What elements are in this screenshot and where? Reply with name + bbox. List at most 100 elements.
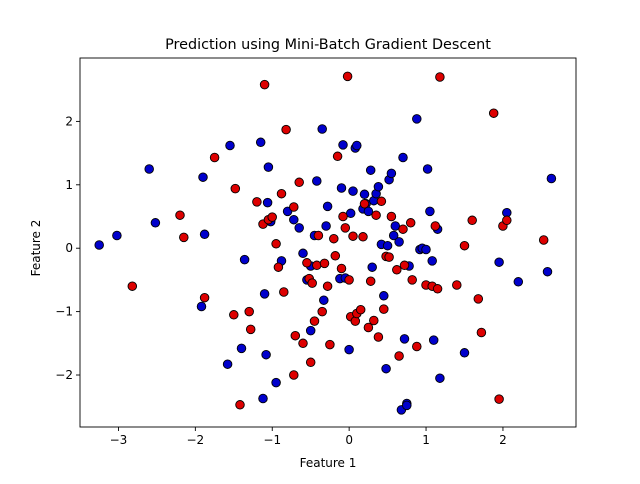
class-1-point [435, 72, 445, 82]
class-1-point [338, 211, 348, 222]
class-1-point [358, 232, 368, 242]
class-0-point [435, 373, 445, 383]
class-1-point [392, 265, 402, 275]
class-1-point [281, 124, 291, 135]
class-1-point [312, 260, 322, 271]
chart-title: Prediction using Mini-Batch Gradient Des… [165, 37, 491, 53]
class-1-point [330, 251, 341, 261]
class-1-point [398, 224, 408, 234]
class-1-point [229, 310, 239, 320]
class-1-point [230, 183, 241, 194]
class-0-point [394, 237, 404, 247]
class-1-point [273, 262, 284, 272]
class-1-point [279, 287, 289, 297]
class-1-point [371, 210, 381, 220]
class-0-point [546, 173, 557, 184]
class-0-point [298, 248, 308, 259]
class-1-point [369, 315, 379, 326]
class-1-point [329, 233, 339, 244]
class-1-point [432, 284, 443, 294]
class-1-point [373, 332, 384, 342]
class-1-point [244, 306, 254, 317]
class-0-point [513, 277, 524, 287]
class-0-point [319, 295, 329, 305]
class-0-point [150, 218, 161, 228]
class-0-point [199, 229, 210, 240]
class-0-point [321, 221, 331, 231]
class-1-point [502, 215, 512, 226]
class-1-point [199, 292, 210, 303]
class-0-point [494, 257, 504, 267]
class-1-point [348, 231, 358, 241]
class-0-point [294, 223, 304, 233]
class-1-point [342, 71, 353, 82]
class-1-point [179, 232, 189, 243]
x-tick-label: 2 [499, 433, 507, 447]
class-0-point [322, 201, 333, 212]
class-1-point [386, 211, 397, 222]
class-0-point [425, 206, 435, 217]
class-0-point [236, 343, 247, 354]
y-tick-label: 0 [65, 241, 73, 255]
class-1-point [319, 258, 330, 269]
class-1-point [245, 324, 256, 335]
class-0-point [312, 176, 322, 186]
class-0-point [271, 377, 281, 388]
class-0-point [259, 289, 270, 299]
class-0-point [344, 344, 354, 355]
class-1-point [473, 294, 484, 304]
class-1-point [322, 281, 333, 291]
class-1-point [276, 188, 287, 199]
class-0-point [363, 206, 374, 217]
class-1-point [405, 218, 416, 228]
class-0-point [196, 301, 207, 312]
class-1-point [379, 304, 389, 314]
class-1-point [412, 341, 422, 352]
class-0-point [421, 244, 431, 255]
class-1-point [350, 316, 361, 326]
class-1-point [259, 79, 270, 90]
y-tick-label: 2 [65, 114, 73, 128]
class-1-point [298, 338, 308, 349]
class-1-point [325, 339, 335, 350]
y-tick-label: −1 [55, 305, 73, 319]
class-0-point [225, 140, 235, 151]
class-0-point [402, 400, 412, 411]
y-axis-label: Feature 2 [29, 220, 43, 277]
class-0-point [336, 183, 347, 193]
class-0-point [352, 140, 362, 151]
class-1-point [452, 280, 462, 290]
class-0-point [373, 181, 384, 192]
class-1-point [476, 327, 487, 338]
class-1-point [313, 230, 324, 241]
class-0-point [144, 164, 154, 174]
class-0-point [263, 162, 274, 172]
class-0-point [258, 393, 268, 404]
class-0-point [542, 266, 553, 277]
class-1-point [289, 370, 299, 380]
class-1-point [317, 306, 327, 317]
class-1-point [494, 394, 504, 404]
class-1-point [294, 177, 304, 188]
class-1-point [407, 275, 417, 285]
class-0-point [112, 230, 122, 241]
class-0-point [365, 165, 376, 175]
class-1-point [344, 275, 354, 285]
class-0-point [317, 124, 327, 134]
class-1-point [127, 281, 138, 291]
class-1-point [467, 215, 477, 226]
class-1-point [394, 351, 404, 361]
class-0-point [382, 240, 393, 251]
class-0-point [338, 140, 348, 150]
class-1-point [430, 221, 441, 231]
x-tick-label: −3 [110, 433, 128, 447]
class-1-point [267, 212, 277, 222]
class-0-point [305, 325, 316, 336]
class-0-point [348, 186, 358, 196]
class-0-point [427, 256, 437, 266]
class-0-point [289, 214, 299, 225]
class-1-point [359, 199, 370, 209]
x-tick-label: −1 [263, 433, 281, 447]
